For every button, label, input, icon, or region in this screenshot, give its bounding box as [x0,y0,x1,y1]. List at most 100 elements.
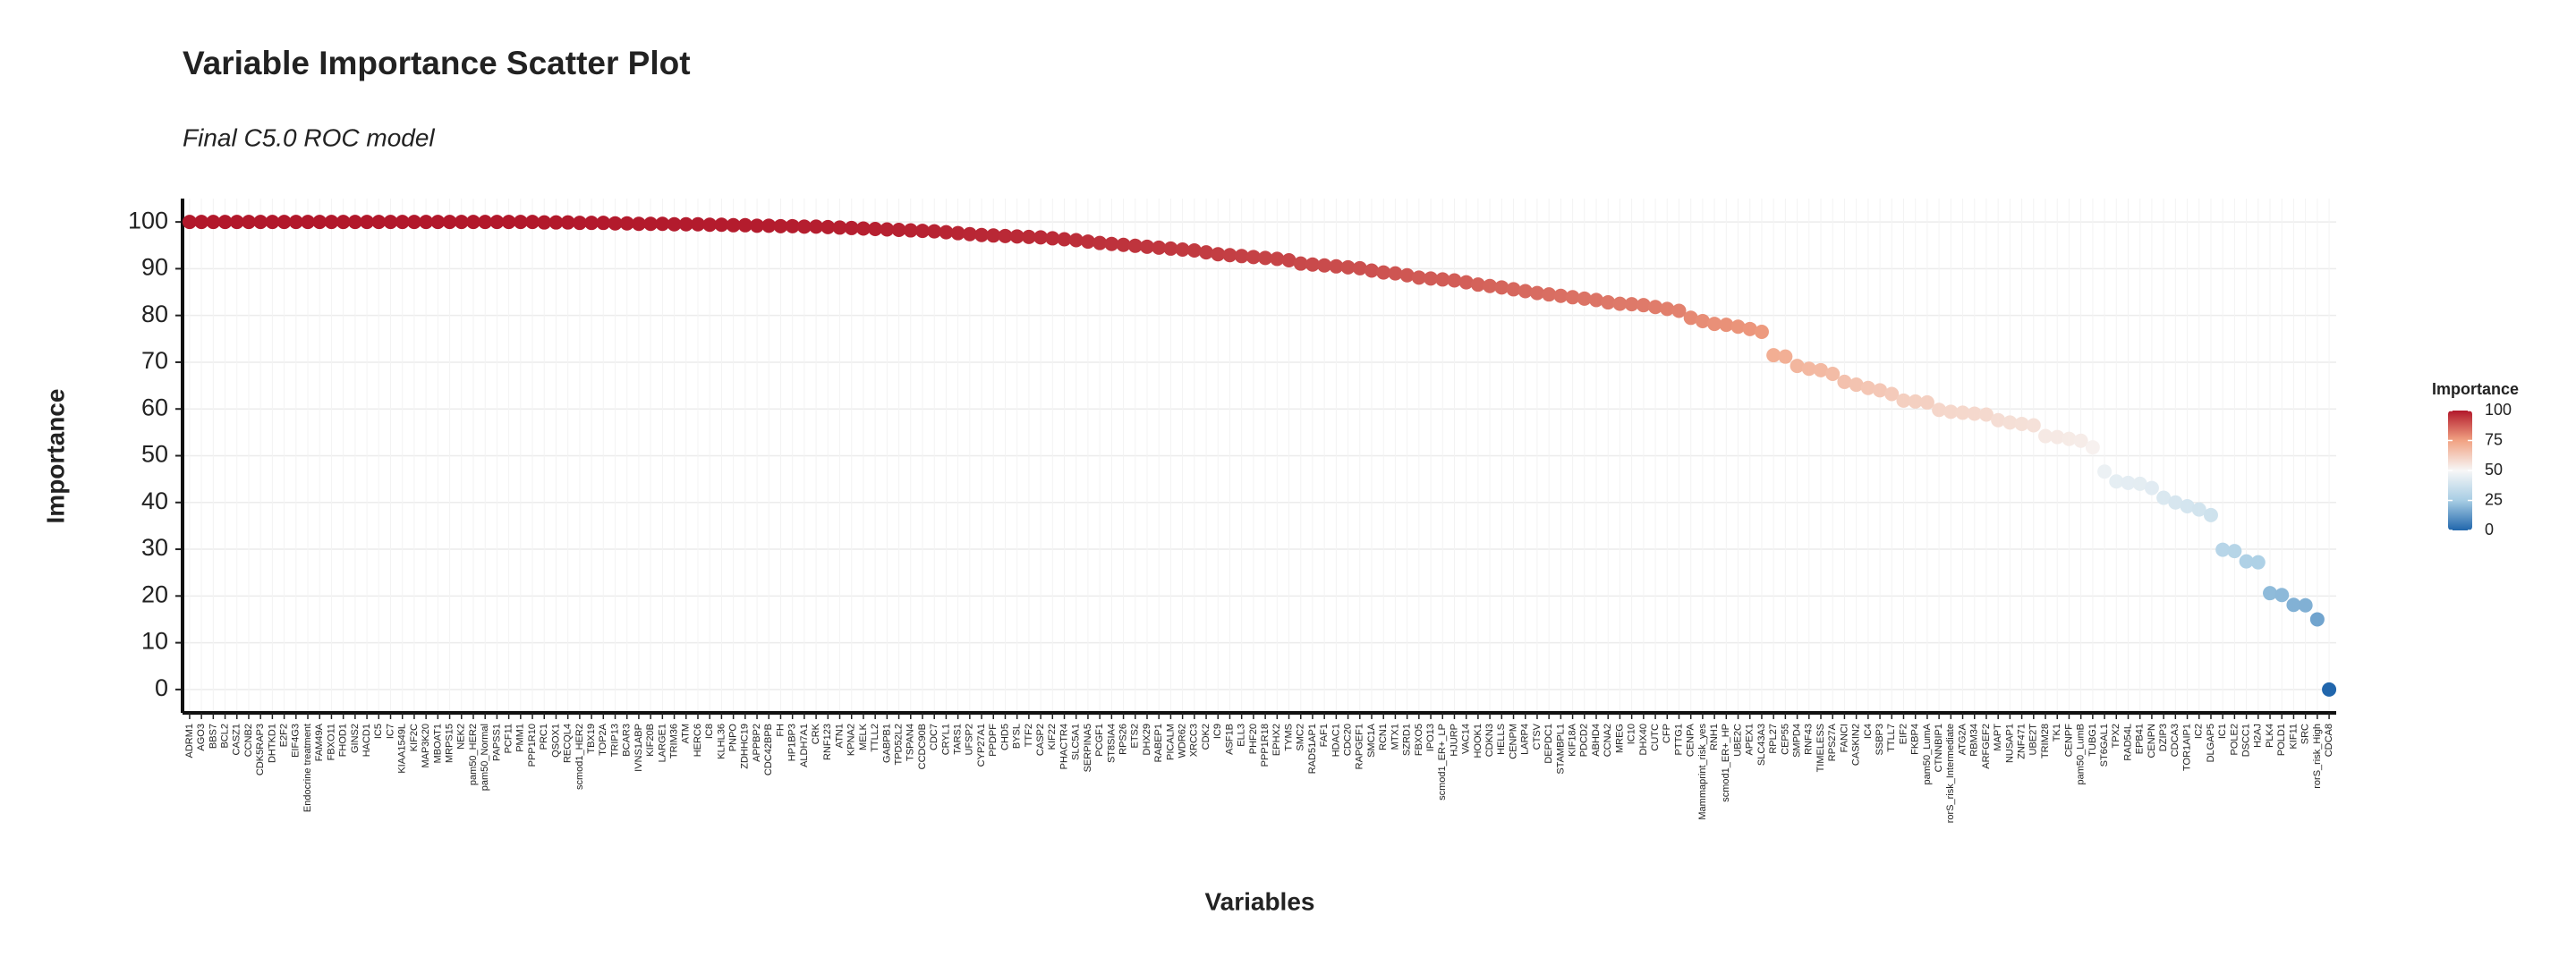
x-tick-label: IC10 [1627,724,1637,744]
dot [288,215,303,230]
dot [785,218,800,233]
x-tick-label: ST6GAL1 [2099,724,2110,767]
dot [1908,394,1923,409]
x-tick-label: CDCA3 [2170,724,2181,757]
dot [1139,239,1154,254]
x-tick-label: CASZ1 [232,724,242,755]
dot [395,215,410,230]
legend-title: Importance [2432,380,2519,398]
x-tick-label: EPB41 [2135,724,2146,754]
y-tick-label: 30 [141,534,168,561]
dot [1163,241,1178,256]
x-tick-label: TARS1 [953,724,964,755]
dot [324,215,339,230]
x-tick-label: RCN1 [1378,724,1389,750]
dot [868,221,883,236]
dot [1612,296,1628,311]
x-tick-label: RPS26 [1118,724,1128,755]
x-tick-label: TTF2 [1024,724,1034,747]
dot [2121,475,2136,490]
x-tick-label: SRC [2300,724,2311,744]
dot [1033,230,1049,245]
dot [891,223,906,238]
dot [2014,416,2029,431]
dot [1695,313,1710,328]
x-tick-label: ARFGEF2 [1981,724,1992,769]
dot [1967,406,1982,421]
x-tick-label: CENPA [1686,723,1696,757]
x-tick-label: KIF18A [1567,723,1577,756]
dot [1754,324,1769,339]
x-tick-label: DSCC1 [2241,724,2252,757]
x-tick-label: HJURP [1449,724,1459,757]
dot [678,216,693,232]
dot [584,216,599,231]
dot [2203,507,2218,522]
x-tick-label: HACD1 [361,724,372,757]
x-tick-label: scmod1_ER+_LP [1437,724,1448,801]
x-tick-label: CUTC [1650,724,1661,751]
x-tick-label: ALDH7A1 [799,724,810,767]
dot [1186,243,1202,258]
dot [265,215,280,230]
legend-colorbar [2448,411,2472,530]
x-tick-label: TBX19 [586,724,597,754]
x-tick-label: CRK [811,723,821,744]
y-tick-label: 80 [141,301,168,327]
x-tick-label: NEK2 [456,724,467,750]
dot [1683,310,1698,326]
dot [1814,362,1829,377]
dot [855,221,871,236]
x-tick-label: HOOK1 [1473,724,1484,758]
dot [1849,377,1864,393]
x-tick-label: PCGF1 [1094,724,1105,757]
x-tick-label: FANCI [1839,724,1849,752]
x-tick-label: DHX29 [1142,724,1152,755]
x-tick-label: BBS7 [208,724,218,749]
dot [1116,237,1131,252]
x-tick-label: PDCD2 [1579,724,1590,757]
x-tick-label: APPBP2 [752,724,762,762]
dot [2073,433,2088,448]
dot [1175,242,1190,257]
x-tick-label: PTTG1 [1673,724,1684,755]
dot [1127,238,1143,253]
dot [1199,245,1214,260]
x-tick-label: POLD1 [2276,724,2287,756]
dot [702,217,718,233]
dot [1991,412,2006,428]
dot [1624,297,1639,312]
dot [1542,287,1557,302]
x-tick-label: CCNB2 [243,724,254,757]
dot [1458,275,1474,290]
dot [1636,298,1651,313]
x-tick-label: MRPS15 [444,724,455,763]
dot [998,228,1013,243]
x-tick-label: EPHX2 [1271,724,1282,756]
x-tick-label: PICALM [1165,724,1176,760]
x-tick-label: MTX1 [1390,724,1400,750]
dot [347,215,362,230]
dot [1648,300,1663,315]
dot [572,216,587,231]
y-tick-label: 10 [141,628,168,655]
dot [478,215,493,230]
dot [1270,251,1285,267]
x-tick-label: CYP27A1 [976,724,987,767]
x-tick-label: IC8 [704,724,715,739]
x-tick-label: ABHD4 [1591,724,1602,757]
x-tick-label: PRC1 [539,724,549,750]
x-tick-label: rorS_risk_High [2312,724,2323,789]
dot [927,224,942,239]
x-tick-label: MELK [858,723,869,750]
dot [1932,402,1947,418]
dot [1211,247,1226,262]
dot [1340,259,1356,275]
dot [2168,495,2183,510]
x-tick-label: RABEP1 [1153,724,1164,762]
dot [596,216,611,231]
x-tick-label: LARP4 [1520,724,1531,755]
dot [1601,295,1616,310]
dot [2250,555,2266,570]
